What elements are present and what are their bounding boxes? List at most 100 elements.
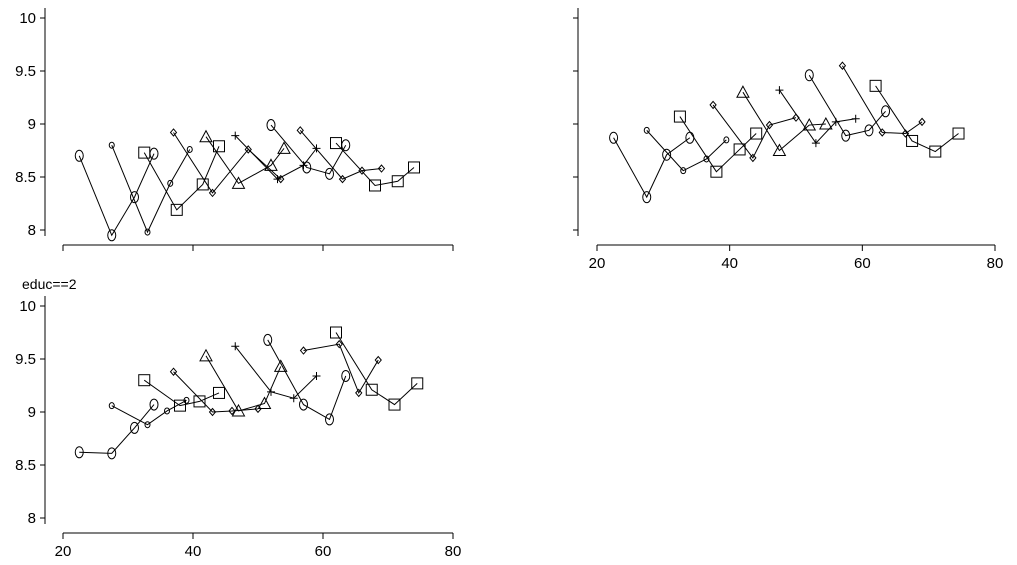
data-point-1-8-2 [929,145,942,158]
data-point-0-2-1 [170,203,183,216]
data-point-2-0-1 [107,447,117,460]
data-point-2-2-1 [174,399,186,412]
y-tick-label-0: 9 [28,116,36,133]
data-point-1-8-0 [869,79,882,92]
y-tick-label-2: 8.5 [15,457,36,474]
data-point-0-8-2 [391,175,404,188]
data-point-2-6-3 [341,369,351,382]
series-line-1-7 [842,65,923,135]
data-point-2-5-0 [231,342,240,351]
data-point-1-6-1 [841,129,851,142]
data-point-2-8-3 [411,377,424,390]
data-point-0-4-3 [277,141,291,154]
x-tick-label-1: 60 [854,255,871,272]
data-point-2-7-0 [299,346,308,355]
data-point-0-3-1 [208,188,217,198]
data-point-2-3-2 [228,406,236,416]
data-point-1-2-2 [733,143,746,156]
y-tick-label-0: 8 [28,222,36,239]
data-point-1-3-2 [765,120,774,130]
data-point-1-7-2 [901,129,910,138]
data-point-1-7-3 [918,117,926,127]
data-point-2-7-3 [374,355,382,365]
data-point-1-6-0 [804,69,814,82]
data-point-0-2-3 [213,140,225,153]
x-tick-label-2: 80 [445,543,462,560]
data-point-2-4-0 [199,348,213,362]
data-point-1-3-1 [749,153,757,163]
data-point-2-0-0 [74,446,84,459]
data-point-2-1-2 [164,407,170,415]
data-point-1-4-3 [819,116,833,130]
data-point-0-4-2 [264,158,278,171]
y-tick-label-2: 9 [28,404,36,421]
data-point-2-0-3 [149,398,159,411]
data-point-1-8-1 [906,134,919,147]
data-point-2-3-3 [254,404,262,414]
data-point-0-1-2 [167,179,174,187]
x-tick-label-1: 80 [987,255,1004,272]
series-line-2-3 [173,371,259,413]
series-line-1-8 [875,85,959,153]
y-tick-label-2: 9.5 [15,351,36,368]
data-point-0-8-0 [330,137,342,150]
series-line-0-7 [299,130,382,180]
data-point-0-1-3 [186,145,193,153]
series-line-0-6 [270,124,347,175]
data-point-0-2-0 [138,146,151,159]
data-point-2-2-2 [193,395,206,408]
series-line-2-6 [267,339,347,421]
data-point-1-4-2 [802,118,817,131]
data-point-1-0-0 [609,131,619,144]
series-line-0-2 [143,146,220,211]
x-tick-label-1: 40 [721,255,738,272]
series-line-0-0 [78,153,155,237]
data-point-2-3-1 [208,407,217,417]
data-point-0-8-1 [369,179,381,192]
data-point-1-0-1 [642,191,652,204]
data-point-1-5-0 [775,86,784,95]
data-point-1-5-3 [851,114,860,123]
panel-title: educ==2 [22,276,77,292]
data-point-2-7-1 [335,339,343,349]
data-point-2-3-0 [169,367,178,376]
data-point-2-2-0 [138,374,151,387]
series-line-1-1 [646,130,727,172]
data-point-0-7-3 [377,164,386,173]
y-tick-label-0: 10 [19,10,36,27]
data-point-0-7-1 [338,174,347,184]
data-point-1-7-0 [838,61,847,70]
x-tick-label-2: 40 [185,543,202,560]
series-line-0-1 [111,145,191,234]
data-point-1-2-1 [710,165,723,178]
data-point-1-7-1 [878,128,886,137]
series-line-0-5 [234,135,317,180]
series-line-1-4 [742,91,826,152]
data-point-2-2-3 [213,386,225,399]
x-tick-label-1: 20 [589,255,606,272]
data-point-2-8-0 [330,326,342,339]
data-point-1-1-3 [723,136,730,144]
series-line-2-7 [303,343,379,395]
series-line-2-5 [234,345,317,399]
data-point-0-7-0 [296,126,304,135]
data-point-2-5-2 [289,394,298,403]
data-point-1-1-1 [680,167,687,175]
data-point-2-0-2 [130,421,139,434]
data-point-2-4-3 [273,359,288,372]
data-point-2-5-1 [267,387,275,396]
data-point-0-1-1 [144,228,151,236]
data-point-1-2-0 [673,110,686,123]
data-point-0-0-1 [107,229,117,242]
series-line-1-2 [679,116,757,173]
data-point-2-6-0 [263,333,273,346]
data-point-2-6-2 [325,413,334,426]
data-point-0-0-0 [74,149,84,162]
series-line-1-5 [779,89,856,144]
data-point-1-3-0 [709,100,717,110]
data-point-0-5-1 [273,175,282,184]
data-point-1-0-2 [662,148,672,161]
series-line-2-8 [335,332,418,406]
data-point-1-4-1 [772,143,787,156]
